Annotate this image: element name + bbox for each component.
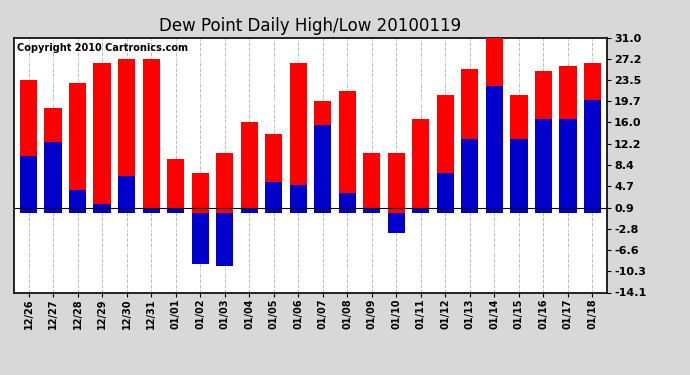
Bar	[265, 182, 282, 213]
Bar	[167, 159, 184, 213]
Bar	[143, 59, 159, 213]
Title: Dew Point Daily High/Low 20100119: Dew Point Daily High/Low 20100119	[159, 16, 462, 34]
Bar	[412, 208, 429, 213]
Bar	[20, 80, 37, 213]
Bar	[216, 213, 233, 267]
Bar	[388, 213, 405, 232]
Bar	[143, 208, 159, 213]
Bar	[314, 101, 331, 213]
Bar	[339, 193, 356, 213]
Bar	[314, 125, 331, 213]
Bar	[584, 63, 601, 213]
Bar	[462, 69, 478, 213]
Bar	[290, 63, 307, 213]
Bar	[69, 190, 86, 213]
Bar	[192, 213, 209, 264]
Bar	[437, 95, 454, 213]
Bar	[388, 153, 405, 213]
Bar	[118, 176, 135, 213]
Text: Copyright 2010 Cartronics.com: Copyright 2010 Cartronics.com	[17, 43, 188, 52]
Bar	[69, 83, 86, 213]
Bar	[412, 120, 429, 213]
Bar	[216, 153, 233, 213]
Bar	[511, 95, 528, 213]
Bar	[241, 208, 258, 213]
Bar	[339, 91, 356, 213]
Bar	[290, 184, 307, 213]
Bar	[486, 38, 503, 213]
Bar	[44, 142, 61, 213]
Bar	[511, 139, 528, 213]
Bar	[584, 100, 601, 213]
Bar	[363, 208, 380, 213]
Bar	[167, 208, 184, 213]
Bar	[486, 86, 503, 213]
Bar	[363, 153, 380, 213]
Bar	[192, 173, 209, 213]
Bar	[265, 134, 282, 213]
Bar	[535, 71, 552, 213]
Bar	[462, 139, 478, 213]
Bar	[118, 59, 135, 213]
Bar	[437, 173, 454, 213]
Bar	[20, 156, 37, 213]
Bar	[93, 204, 110, 213]
Bar	[560, 66, 577, 213]
Bar	[241, 122, 258, 213]
Bar	[93, 63, 110, 213]
Bar	[535, 120, 552, 213]
Bar	[44, 108, 61, 213]
Bar	[560, 120, 577, 213]
